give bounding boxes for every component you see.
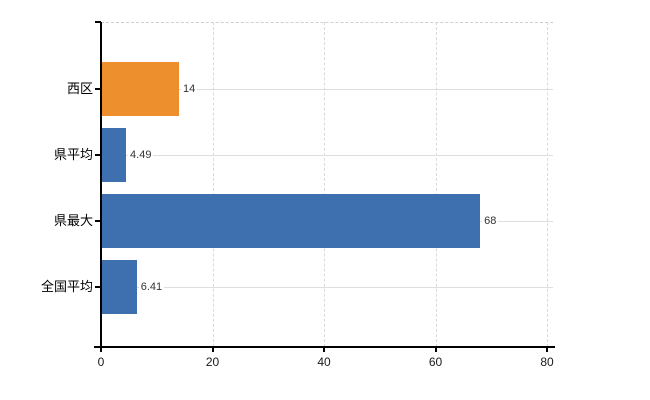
vertical-gridline [435, 22, 437, 347]
category-label: 県平均 [53, 147, 93, 162]
bar-value-label: 14 [181, 81, 198, 97]
category-label: 全国平均 [40, 279, 93, 294]
category-gridline [101, 89, 553, 90]
x-axis-line [94, 346, 555, 348]
bar [101, 62, 180, 116]
x-tick-label: 80 [540, 355, 554, 369]
y-axis-tick [95, 154, 101, 156]
x-tick-label: 40 [317, 355, 331, 369]
category-label: 西区 [66, 81, 93, 96]
y-axis-line [100, 22, 102, 352]
category-gridline [101, 155, 553, 156]
category-label: 県最大 [53, 213, 93, 228]
y-axis-tick [95, 220, 101, 222]
y-axis-tick [95, 88, 101, 90]
y-axis-tick [95, 286, 101, 288]
bar-value-label: 6.41 [138, 279, 165, 295]
bar [101, 194, 481, 248]
x-tick-label: 20 [205, 355, 220, 369]
x-axis-tick [546, 347, 548, 352]
vertical-gridline [324, 22, 325, 347]
bar-value-label: 4.49 [128, 147, 154, 163]
x-axis-tick [434, 347, 437, 352]
x-tick-label: 60 [428, 355, 443, 369]
category-gridline [101, 287, 553, 288]
bar [101, 128, 127, 182]
vertical-gridline [212, 22, 214, 347]
bar-value-label: 68 [482, 213, 499, 229]
plot-top-border [101, 22, 553, 23]
y-axis-top-tick [95, 21, 101, 23]
vertical-gridline [547, 22, 548, 347]
x-tick-label: 0 [97, 355, 105, 369]
x-axis-tick [323, 347, 325, 352]
x-axis-tick [211, 347, 214, 352]
bar [101, 260, 137, 314]
